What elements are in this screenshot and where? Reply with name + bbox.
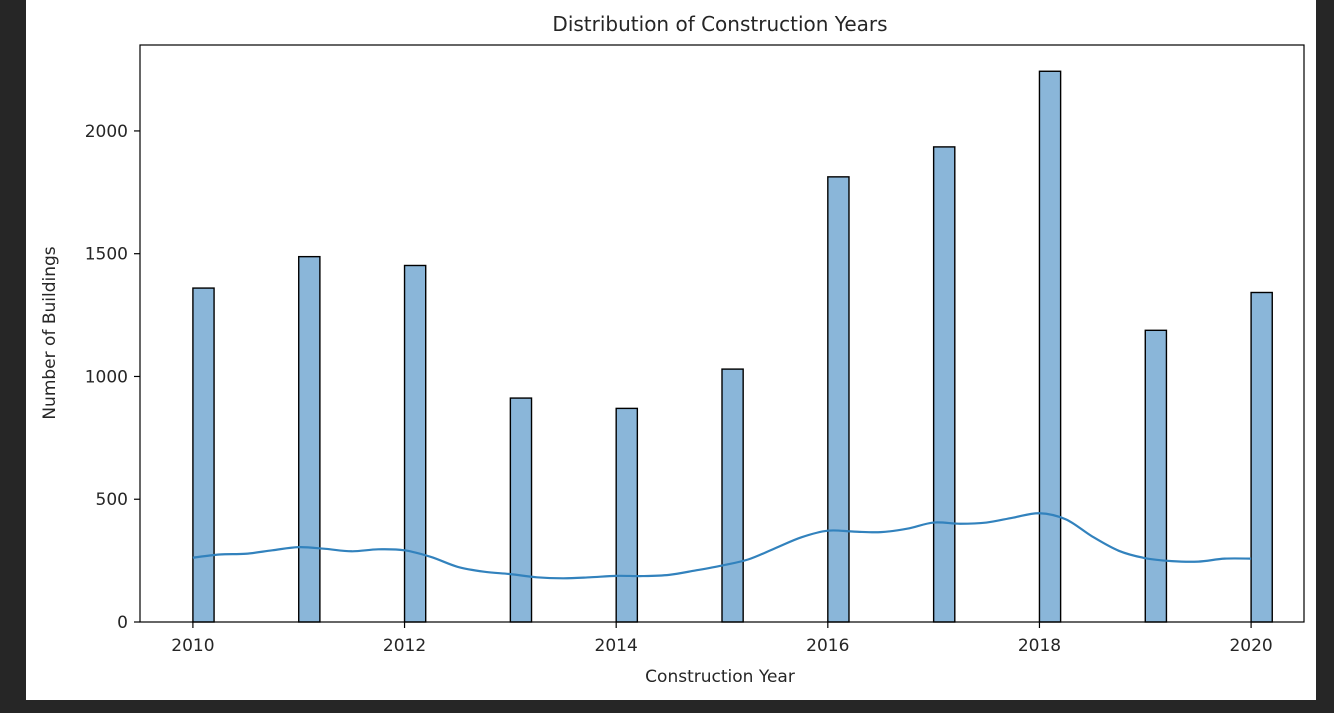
- bars-group: [192, 70, 1273, 623]
- bar-4: [615, 407, 639, 623]
- bar-8: [1038, 70, 1062, 623]
- bar-0: [192, 287, 215, 623]
- x-tick-label-1: 2012: [383, 636, 426, 656]
- y-tick-label-2: 1000: [85, 367, 128, 387]
- bar-6: [827, 176, 850, 623]
- y-tick-label-3: 1500: [85, 245, 128, 265]
- bar-9: [1144, 329, 1168, 623]
- y-tick-label-0: 0: [117, 613, 128, 633]
- kde-line: [192, 512, 1252, 580]
- y-tick-label-1: 500: [96, 490, 128, 510]
- x-ticks: 2010 2012 2014 2016 2018 2020: [171, 622, 1273, 656]
- y-tick-label-4: 2000: [85, 122, 128, 142]
- chart-title: Distribution of Construction Years: [552, 12, 887, 36]
- x-axis-label: Construction Year: [645, 667, 795, 687]
- y-axis-label: Number of Buildings: [40, 246, 60, 419]
- figure: Distribution of Construction Years 2010 2…: [26, 0, 1316, 700]
- histogram-chart: Distribution of Construction Years 2010 2…: [40, 12, 1305, 687]
- bar-10: [1250, 291, 1273, 623]
- y-ticks: 0 500 1000 1500 2000: [85, 122, 140, 633]
- x-tick-label-2: 2014: [595, 636, 638, 656]
- bar-3: [509, 397, 533, 623]
- x-tick-label-5: 2020: [1229, 636, 1272, 656]
- x-tick-label-0: 2010: [171, 636, 214, 656]
- bar-2: [403, 264, 427, 623]
- x-tick-label-3: 2016: [806, 636, 849, 656]
- bar-5: [721, 368, 744, 623]
- bar-1: [298, 255, 321, 623]
- plot-frame: [139, 44, 1305, 623]
- x-tick-label-4: 2018: [1018, 636, 1061, 656]
- bar-7: [932, 146, 956, 623]
